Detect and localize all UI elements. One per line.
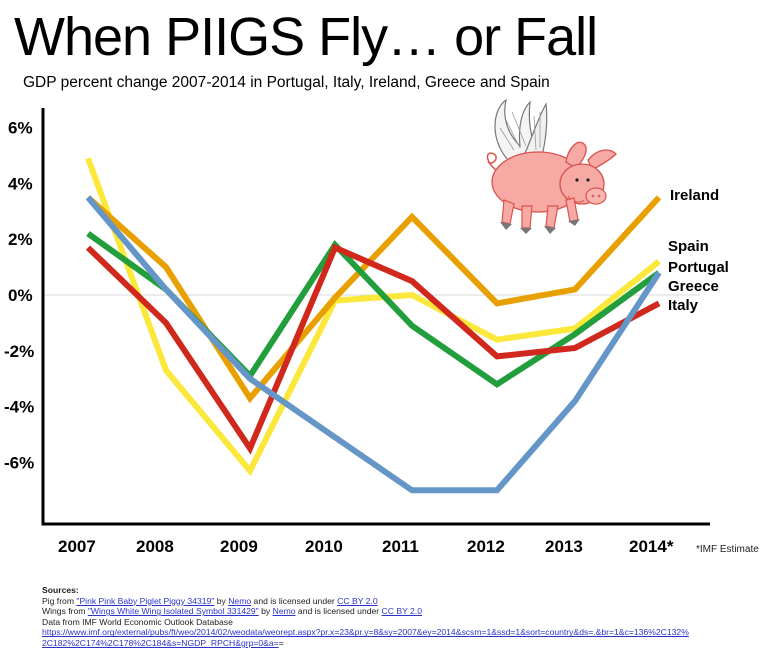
series-line-ireland	[86, 195, 662, 404]
source-pig-mid: and is licensed under	[251, 595, 338, 606]
x-tick-label: 2014*	[629, 537, 674, 556]
x-tick-label: 2012	[467, 537, 505, 556]
url-tail: =	[278, 637, 284, 648]
wings-author-link[interactable]: Nemo	[272, 606, 296, 617]
source-pig: Pig from "Pink Pink Baby Piglet Piggy 34…	[42, 596, 689, 607]
legend-label-portugal: Portugal	[668, 259, 729, 276]
source-wings-prefix: Wings from	[42, 606, 88, 617]
wings-title-link[interactable]: "Wings White Wing Isolated Symbol 331429…	[87, 606, 259, 617]
pig-author-link[interactable]: Nemo	[228, 595, 252, 606]
series-line-italy	[85, 243, 661, 455]
series-line-spain	[85, 157, 661, 477]
y-axis-ticks: 6% 4% 2% 0% -2% -4% -6%	[4, 119, 34, 473]
pig-title-link[interactable]: "Pink Pink Baby Piglet Piggy 34319"	[76, 595, 215, 606]
y-tick-label: 2%	[8, 230, 33, 249]
y-tick-label: -4%	[4, 398, 34, 417]
x-tick-label: 2009	[220, 537, 258, 556]
sources-block: Sources: Pig from "Pink Pink Baby Piglet…	[42, 585, 689, 649]
wings-license-link[interactable]: CC BY 2.0	[381, 606, 422, 617]
x-tick-label: 2013	[545, 537, 583, 556]
x-axis-ticks: 2007 2008 2009 2010 2011 2012 2013 2014*	[58, 537, 674, 556]
source-wings: Wings from "Wings White Wing Isolated Sy…	[42, 606, 689, 617]
axis-lines	[41, 108, 710, 526]
source-pig-by: by	[214, 595, 229, 606]
legend-label-ireland: Ireland	[670, 187, 719, 204]
pig-license-link[interactable]: CC BY 2.0	[337, 595, 378, 606]
x-tick-label: 2008	[136, 537, 174, 556]
x-tick-label: 2010	[305, 537, 343, 556]
y-tick-label: 6%	[8, 119, 33, 138]
legend-label-greece: Greece	[668, 278, 719, 295]
source-wings-mid: and is licensed under	[295, 606, 382, 617]
sources-heading: Sources:	[42, 585, 79, 595]
chart-subtitle: GDP percent change 2007-2014 in Portugal…	[23, 74, 550, 91]
source-data-line: Data from IMF World Economic Outlook Dat…	[42, 616, 233, 627]
series-line-greece	[85, 195, 662, 494]
y-tick-label: 4%	[8, 174, 33, 193]
flying-pig-icon	[486, 98, 617, 234]
legend-label-spain: Spain	[668, 238, 709, 255]
y-tick-label: 0%	[8, 286, 33, 305]
x-tick-label: 2011	[382, 537, 419, 556]
source-pig-prefix: Pig from	[42, 595, 77, 606]
imf-url-link-1[interactable]: https://www.imf.org/external/pubs/ft/weo…	[42, 627, 689, 638]
legend-label-italy: Italy	[668, 297, 699, 314]
x-tick-label: 2007	[58, 537, 96, 556]
imf-url-link-2[interactable]: 2C182%2C174%2C178%2C184&s=NGDP_RPCH&grp=…	[42, 637, 279, 648]
source-wings-by: by	[258, 606, 273, 617]
series-lines	[85, 157, 662, 494]
imf-estimate-note: *IMF Estimate	[696, 544, 759, 555]
y-tick-label: -2%	[4, 342, 34, 361]
page-title: When PIIGS Fly… or Fall	[14, 7, 598, 67]
y-tick-label: -6%	[4, 453, 34, 472]
